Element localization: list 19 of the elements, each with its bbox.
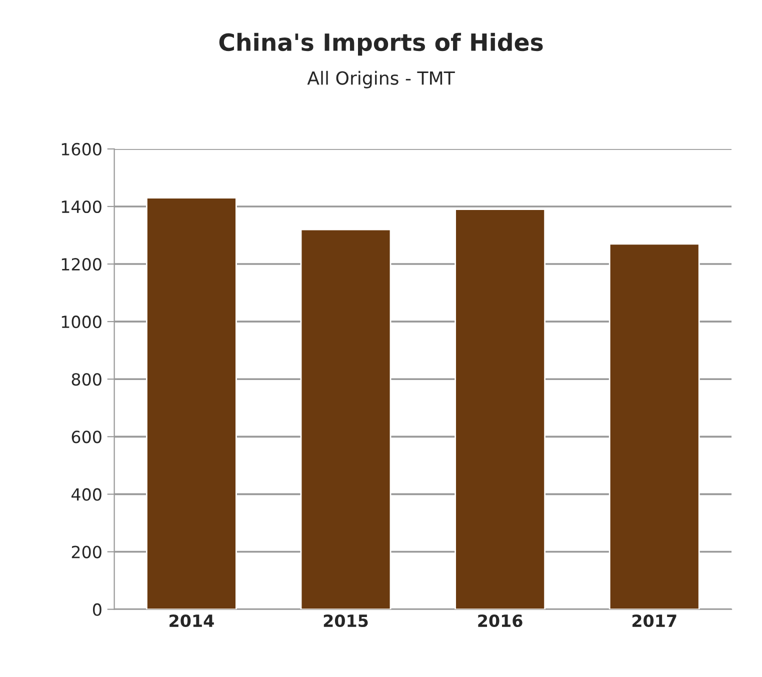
bar — [454, 208, 546, 610]
x-tick-label: 2014 — [170, 614, 214, 628]
bar — [608, 243, 700, 610]
y-tick-label: 1400 — [62, 200, 102, 214]
chart-title: China's Imports of Hides — [219, 32, 543, 56]
y-tick-label: 1000 — [62, 316, 102, 328]
y-tick-label: 1200 — [62, 258, 102, 271]
y-tick-label: 200 — [72, 546, 102, 558]
y-tick-label: 800 — [72, 373, 102, 386]
bar — [146, 197, 237, 610]
x-tick-label: 2017 — [632, 614, 676, 628]
y-tick-label: 1600 — [62, 142, 102, 156]
chart-subtitle: All Origins - TMT — [307, 70, 455, 88]
y-tick-label: 400 — [71, 488, 102, 501]
y-tick-label: 0 — [92, 603, 102, 616]
bar — [300, 228, 392, 610]
y-tick-label: 600 — [72, 430, 102, 444]
x-tick-label: 2016 — [478, 614, 522, 628]
x-tick-label: 2015 — [324, 614, 368, 628]
